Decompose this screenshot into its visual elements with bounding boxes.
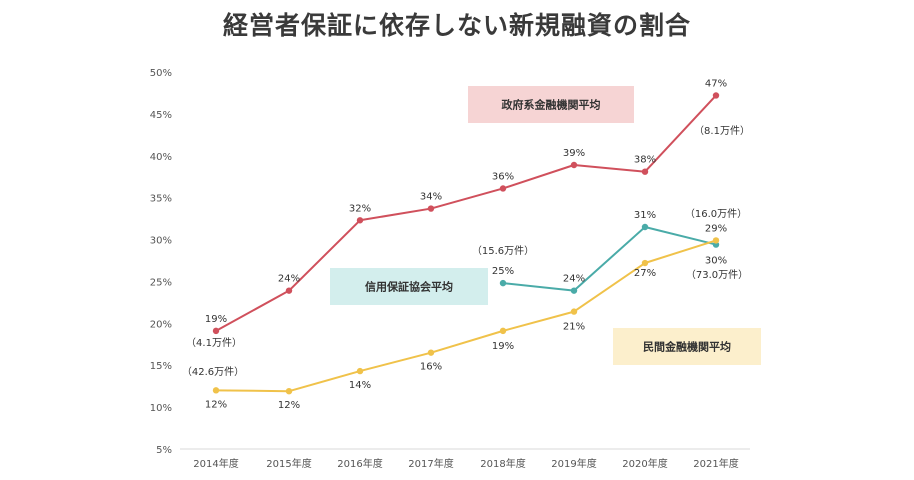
- count-annotation: （4.1万件）: [186, 337, 242, 349]
- y-tick-label: 50%: [150, 68, 172, 79]
- y-tick-label: 35%: [150, 194, 172, 205]
- data-label: 39%: [563, 148, 585, 159]
- legend-box-2: [613, 328, 761, 365]
- legend-label-1: 信用保証協会平均: [365, 280, 453, 294]
- data-label: 30%: [705, 256, 727, 267]
- data-label: 25%: [492, 266, 514, 277]
- legend-box-1: [330, 268, 488, 305]
- x-tick-label: 2015年度: [266, 457, 311, 470]
- count-annotation: （42.6万件）: [182, 366, 244, 378]
- legend-label-0: 政府系金融機関平均: [502, 98, 601, 112]
- data-label: 34%: [420, 192, 442, 203]
- x-tick-label: 2014年度: [193, 457, 238, 470]
- data-point: [356, 217, 364, 224]
- data-label: 32%: [349, 203, 371, 214]
- data-label: 12%: [278, 400, 300, 411]
- data-label: 19%: [492, 341, 514, 352]
- x-tick-label: 2019年度: [551, 457, 596, 470]
- y-tick-label: 5%: [156, 445, 172, 456]
- x-tick-label: 2018年度: [480, 457, 525, 470]
- y-tick-label: 10%: [150, 403, 172, 414]
- data-label: 27%: [634, 268, 656, 279]
- data-label: 12%: [205, 399, 227, 410]
- x-tick-label: 2021年度: [693, 457, 738, 470]
- data-point: [427, 205, 435, 212]
- data-point: [570, 161, 578, 169]
- x-tick-label: 2016年度: [337, 457, 382, 470]
- data-point: [712, 92, 720, 99]
- x-tick-label: 2020年度: [622, 457, 667, 470]
- data-point: [570, 287, 578, 294]
- data-label: 24%: [563, 274, 585, 285]
- data-point: [212, 387, 220, 394]
- count-annotation: （16.0万件）: [685, 208, 747, 220]
- data-label: 38%: [634, 155, 656, 166]
- data-point: [641, 168, 649, 175]
- data-label: 19%: [205, 314, 227, 325]
- data-label: 24%: [278, 274, 300, 285]
- data-point: [427, 349, 435, 356]
- data-point: [356, 367, 364, 375]
- y-tick-label: 45%: [150, 110, 172, 121]
- y-tick-label: 25%: [150, 277, 172, 288]
- data-point: [285, 387, 293, 395]
- y-tick-label: 15%: [150, 361, 172, 372]
- chart-title: 経営者保証に依存しない新規融資の割合: [222, 11, 691, 40]
- series-line-2: [215, 239, 717, 393]
- count-annotation: （73.0万件）: [686, 269, 748, 281]
- data-label: 47%: [705, 78, 727, 89]
- series-line-0: [215, 94, 717, 332]
- data-label: 29%: [705, 223, 727, 234]
- y-tick-label: 40%: [150, 152, 172, 163]
- legend-box-0: [468, 86, 634, 123]
- data-label: 21%: [563, 322, 585, 333]
- y-tick-label: 30%: [150, 236, 172, 247]
- data-point: [641, 223, 649, 231]
- data-label: 14%: [349, 380, 371, 391]
- data-point: [499, 327, 507, 335]
- x-tick-label: 2017年度: [408, 457, 453, 470]
- data-label: 16%: [420, 362, 442, 373]
- data-point: [641, 259, 649, 267]
- data-point: [712, 237, 720, 244]
- data-point: [499, 185, 507, 192]
- y-tick-label: 20%: [150, 319, 172, 330]
- data-label: 31%: [634, 210, 656, 221]
- count-annotation: （15.6万件）: [472, 245, 534, 257]
- data-point: [499, 279, 507, 287]
- data-point: [212, 327, 220, 335]
- data-label: 36%: [492, 171, 514, 182]
- legend-label-2: 民間金融機関平均: [643, 340, 731, 354]
- count-annotation: （8.1万件）: [694, 125, 750, 137]
- data-point: [570, 308, 578, 315]
- data-point: [285, 287, 293, 294]
- series-line-1: [502, 225, 717, 292]
